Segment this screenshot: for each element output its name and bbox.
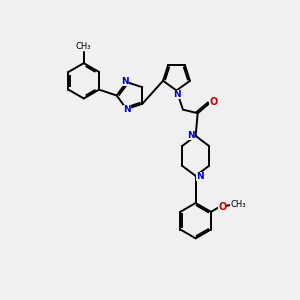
Text: CH₃: CH₃: [76, 42, 92, 51]
Text: O: O: [218, 202, 226, 212]
Text: CH₃: CH₃: [230, 200, 246, 209]
Text: N: N: [188, 131, 195, 140]
Text: N: N: [173, 90, 180, 99]
Text: N: N: [122, 77, 129, 86]
Text: N: N: [123, 105, 131, 114]
Text: N: N: [196, 172, 204, 181]
Text: O: O: [209, 97, 218, 107]
